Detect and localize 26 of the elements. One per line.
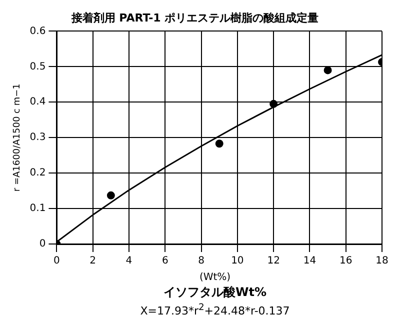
x-tick-label: 8 (198, 256, 204, 267)
point (106, 191, 115, 200)
y-tick-label: 0.2 (30, 168, 46, 179)
x-tick-label: 4 (126, 256, 132, 267)
x-axis-title: イソフタル酸Wt% (162, 285, 268, 300)
text: (Wt%) (198, 271, 232, 285)
x-tick-label: 18 (376, 256, 388, 267)
y-tick-label: 0.4 (30, 96, 46, 108)
point (270, 100, 278, 108)
x-tick-label: 14 (303, 256, 316, 267)
x-tick-label: 16 (339, 256, 352, 267)
chart-title: 接着剤用 PART-1 ポリエステル樹脂の酸組成定量 (70, 11, 319, 24)
y-tick-label: 0.1 (30, 203, 46, 214)
x-tick-label: 2 (90, 256, 96, 267)
y-tick-label: 0.3 (30, 132, 46, 144)
x-tick-label: 10 (231, 256, 244, 267)
x-tick-label: 12 (267, 256, 280, 267)
y-tick-label: 0 (39, 238, 46, 250)
x-tick-label: 6 (162, 256, 168, 267)
point (215, 140, 224, 148)
point (324, 66, 332, 74)
y-axis-title: r =A1600/A1500 c m−1 (12, 84, 23, 192)
y-tick-label: 0.6 (30, 26, 46, 37)
x-tick-label: 0 (54, 256, 60, 267)
text: X=17.93*r$^{2}$+24.48*r-0.137 (139, 301, 291, 319)
y-tick-label: 0.5 (30, 61, 46, 72)
